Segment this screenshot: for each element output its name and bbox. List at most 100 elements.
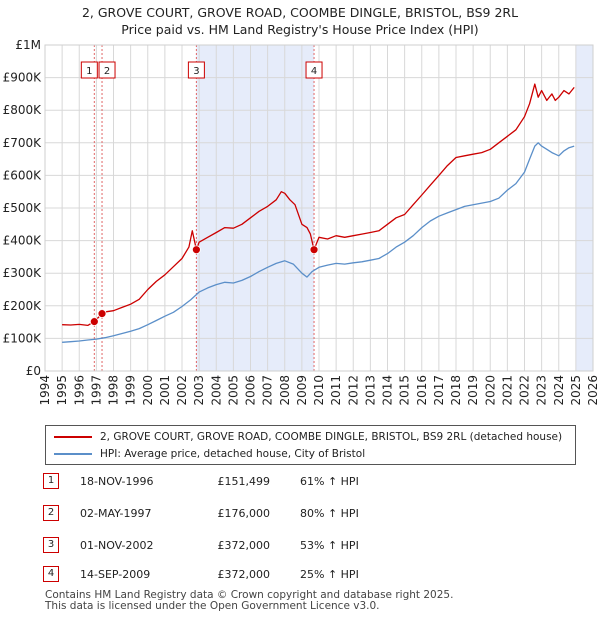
- title-line-1: 2, GROVE COURT, GROVE ROAD, COOMBE DINGL…: [81, 5, 519, 20]
- sale-badge-box: [80, 61, 98, 79]
- chart-svg: 1 2 3 4 £0 £100K £200K £300K £400K £500K £600K £70…: [3, 38, 600, 406]
- sale-badge-label: 4: [311, 66, 317, 77]
- y-tick-label: £900K: [3, 71, 43, 85]
- x-tick-label: 2011: [329, 375, 343, 406]
- sale-point: [191, 245, 201, 255]
- sale-date: 01-NOV-2002: [80, 539, 154, 552]
- y-tick-label: £100K: [3, 331, 43, 345]
- series-layer: [62, 83, 575, 343]
- legend-swatch-hpi: [54, 453, 92, 455]
- x-tick-label: 2002: [175, 375, 189, 406]
- y-tick-label: £800K: [3, 103, 43, 117]
- sale-date: 02-MAY-1997: [80, 507, 152, 520]
- x-tick-label: 2015: [398, 375, 412, 406]
- x-tick-label: 2023: [535, 375, 549, 406]
- sale-hpi-diff: 25% ↑ HPI: [300, 568, 359, 581]
- x-tick-label: 2020: [483, 375, 497, 406]
- table-row: 2 02-MAY-1997 £176,000 80% ↑ HPI: [0, 504, 600, 524]
- x-tick-label: 2024: [552, 375, 566, 406]
- x-tick-label: 2012: [346, 375, 360, 406]
- x-tick-label: 2019: [466, 375, 480, 406]
- x-tick-label: 2025: [569, 375, 583, 406]
- sale-price: £372,000: [217, 568, 271, 581]
- y-tick-label: £1M: [15, 38, 41, 52]
- x-tick-label: 1994: [38, 375, 52, 406]
- y-tick-label: £200K: [3, 299, 43, 313]
- table-row: 3 01-NOV-2002 £372,000 53% ↑ HPI: [0, 536, 600, 556]
- legend-label-property: 2, GROVE COURT, GROVE ROAD, COOMBE DINGL…: [100, 431, 563, 443]
- sale-badge-chart: 1: [80, 61, 98, 79]
- sale-badge-label: 3: [193, 66, 199, 77]
- chart-title: 2, GROVE COURT, GROVE ROAD, COOMBE DINGL…: [0, 4, 600, 38]
- x-tick-label: 2009: [295, 375, 309, 406]
- sale-hpi-diff: 61% ↑ HPI: [300, 475, 359, 488]
- legend-swatch-property: [54, 436, 92, 438]
- sale-price: £176,000: [217, 507, 271, 520]
- x-tick-label: 2026: [586, 375, 600, 406]
- sale-badge: 2: [43, 505, 59, 521]
- sale-hpi-diff: 53% ↑ HPI: [300, 539, 359, 552]
- y-tick-label: £0: [26, 364, 41, 378]
- sale-badge-label: 2: [104, 66, 110, 77]
- sale-date: 18-NOV-1996: [80, 475, 154, 488]
- x-tick-label: 2022: [518, 375, 532, 406]
- sale-badge-box: [98, 61, 116, 79]
- title-line-2: Price paid vs. HM Land Registry's House …: [121, 22, 479, 37]
- x-tick-label: 1996: [72, 375, 86, 406]
- x-tick-label: 2021: [500, 375, 514, 406]
- xtick-layer: 1994 1995 1996 1997 1998 1999 2000 2001 2002 2003…: [38, 375, 600, 406]
- sale-badge-box: [187, 61, 205, 79]
- x-tick-label: 2006: [244, 375, 258, 406]
- sale-badge: 3: [43, 537, 59, 553]
- x-tick-label: 2001: [158, 375, 172, 406]
- sale-badge: 1: [43, 473, 59, 489]
- x-tick-label: 1995: [55, 375, 69, 406]
- series-line-hpi: [62, 142, 575, 343]
- footer: Contains HM Land Registry data © Crown c…: [45, 590, 453, 612]
- x-tick-label: 2014: [381, 375, 395, 406]
- sale-point: [89, 317, 99, 327]
- sale-badge-chart: 3: [187, 61, 205, 79]
- sale-badge-chart: 4: [305, 61, 323, 79]
- x-tick-label: 2010: [312, 375, 326, 406]
- x-tick-label: 2007: [261, 375, 275, 406]
- sale-price: £151,499: [217, 475, 271, 488]
- x-tick-label: 1998: [107, 375, 121, 406]
- y-tick-label: £600K: [3, 168, 43, 182]
- x-tick-label: 2003: [192, 375, 206, 406]
- sale-badge-box: [305, 61, 323, 79]
- y-tick-label: £400K: [3, 234, 43, 248]
- legend-label-hpi: HPI: Average price, detached house, City…: [100, 448, 366, 460]
- sale-hpi-diff: 80% ↑ HPI: [300, 507, 359, 520]
- x-tick-label: 2016: [415, 375, 429, 406]
- plot-border: [44, 44, 594, 372]
- x-tick-label: 2004: [209, 375, 223, 406]
- sale-date: 14-SEP-2009: [80, 568, 151, 581]
- x-tick-label: 2005: [226, 375, 240, 406]
- x-tick-label: 2017: [432, 375, 446, 406]
- x-tick-label: 2000: [141, 375, 155, 406]
- x-tick-label: 1997: [89, 375, 103, 406]
- x-tick-label: 1999: [124, 375, 138, 406]
- sale-price: £372,000: [217, 539, 271, 552]
- x-tick-label: 2013: [363, 375, 377, 406]
- table-row: 1 18-NOV-1996 £151,499 61% ↑ HPI: [0, 472, 600, 492]
- y-tick-label: £300K: [3, 266, 43, 280]
- y-tick-label: £500K: [3, 201, 43, 215]
- x-tick-label: 2008: [278, 375, 292, 406]
- sale-badge-label: 1: [86, 66, 92, 77]
- ytick-layer: £0 £100K £200K £300K £400K £500K £600K £700K £80…: [3, 38, 43, 378]
- sale-point: [97, 309, 107, 319]
- badge-layer: 1 2 3 4: [80, 61, 323, 79]
- footer-line-2: This data is licensed under the Open Gov…: [45, 600, 380, 612]
- table-row: 4 14-SEP-2009 £372,000 25% ↑ HPI: [0, 565, 600, 585]
- legend: 2, GROVE COURT, GROVE ROAD, COOMBE DINGL…: [45, 425, 576, 465]
- y-tick-label: £700K: [3, 136, 43, 150]
- sale-point: [309, 245, 319, 255]
- marker-layer: [89, 245, 319, 327]
- sale-badge-chart: 2: [98, 61, 116, 79]
- series-line-property: [62, 83, 575, 327]
- footer-line-1: Contains HM Land Registry data © Crown c…: [45, 589, 454, 601]
- sale-badge: 4: [43, 566, 59, 582]
- x-tick-label: 2018: [449, 375, 463, 406]
